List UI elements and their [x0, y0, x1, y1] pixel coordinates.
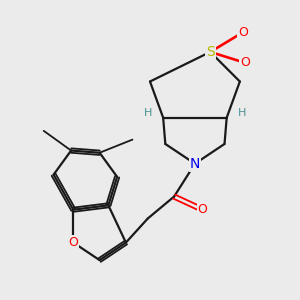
- Text: O: O: [68, 236, 78, 249]
- Text: H: H: [238, 108, 246, 118]
- Text: S: S: [206, 45, 214, 59]
- Text: O: O: [198, 203, 208, 216]
- Text: O: O: [240, 56, 250, 69]
- Text: O: O: [238, 26, 248, 39]
- Text: N: N: [190, 157, 200, 171]
- Text: H: H: [144, 108, 152, 118]
